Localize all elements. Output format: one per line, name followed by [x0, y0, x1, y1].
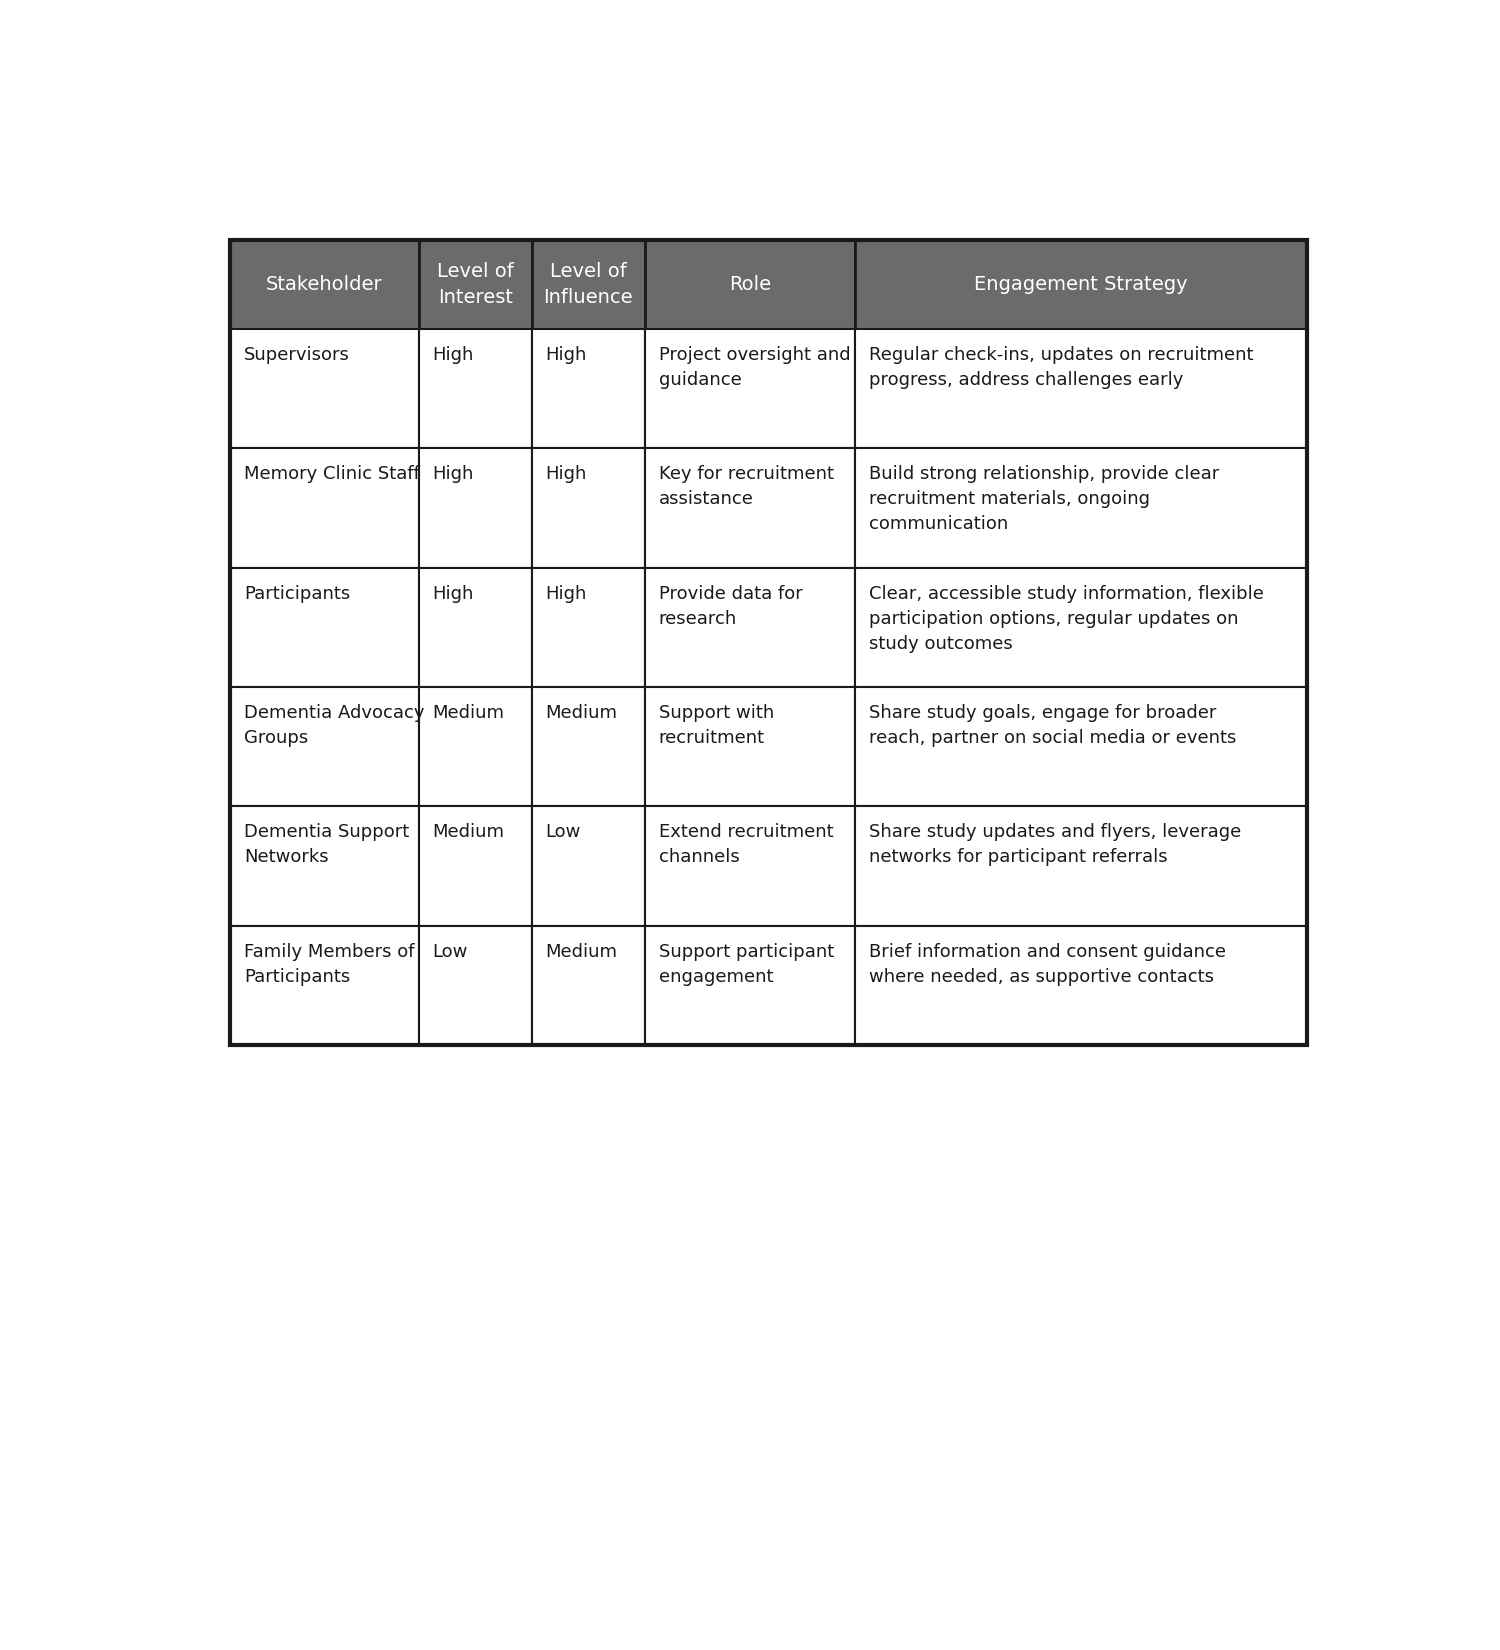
Bar: [419, 686, 532, 807]
Bar: [230, 241, 1308, 1044]
Text: Medium: Medium: [546, 705, 618, 723]
Text: High: High: [546, 465, 586, 483]
Text: Provide data for
research: Provide data for research: [658, 584, 802, 627]
Bar: [855, 241, 1308, 328]
Bar: [855, 686, 1308, 807]
Bar: [419, 568, 532, 686]
Text: High: High: [546, 584, 586, 602]
Text: Low: Low: [432, 942, 468, 960]
Bar: [532, 449, 645, 568]
Text: Level of
Interest: Level of Interest: [436, 262, 513, 307]
Text: Dementia Advocacy
Groups: Dementia Advocacy Groups: [244, 705, 424, 747]
Bar: [419, 449, 532, 568]
Text: Memory Clinic Staff: Memory Clinic Staff: [244, 465, 420, 483]
Bar: [645, 926, 855, 1044]
Text: Support participant
engagement: Support participant engagement: [658, 942, 834, 985]
Text: High: High: [432, 584, 474, 602]
Bar: [855, 449, 1308, 568]
Bar: [419, 926, 532, 1044]
Bar: [532, 926, 645, 1044]
Text: Project oversight and
guidance: Project oversight and guidance: [658, 346, 850, 389]
Text: High: High: [432, 346, 474, 365]
Text: Extend recruitment
channels: Extend recruitment channels: [658, 823, 834, 866]
Text: Clear, accessible study information, flexible
participation options, regular upd: Clear, accessible study information, fle…: [868, 584, 1264, 652]
Text: Role: Role: [729, 276, 771, 294]
Bar: [645, 449, 855, 568]
Text: Share study goals, engage for broader
reach, partner on social media or events: Share study goals, engage for broader re…: [868, 705, 1236, 747]
Bar: [645, 241, 855, 328]
Text: Build strong relationship, provide clear
recruitment materials, ongoing
communic: Build strong relationship, provide clear…: [868, 465, 1220, 533]
Text: Medium: Medium: [432, 823, 504, 842]
Bar: [532, 807, 645, 926]
Text: Low: Low: [546, 823, 580, 842]
Bar: [230, 686, 419, 807]
Bar: [230, 807, 419, 926]
Bar: [645, 807, 855, 926]
Text: Stakeholder: Stakeholder: [266, 276, 382, 294]
Text: Share study updates and flyers, leverage
networks for participant referrals: Share study updates and flyers, leverage…: [868, 823, 1240, 866]
Bar: [532, 686, 645, 807]
Bar: [230, 449, 419, 568]
Text: Brief information and consent guidance
where needed, as supportive contacts: Brief information and consent guidance w…: [868, 942, 1226, 985]
Text: Support with
recruitment: Support with recruitment: [658, 705, 774, 747]
Text: Key for recruitment
assistance: Key for recruitment assistance: [658, 465, 834, 508]
Bar: [855, 568, 1308, 686]
Bar: [855, 926, 1308, 1044]
Bar: [855, 807, 1308, 926]
Bar: [855, 328, 1308, 449]
Bar: [230, 241, 419, 328]
Text: Dementia Support
Networks: Dementia Support Networks: [244, 823, 410, 866]
Text: Engagement Strategy: Engagement Strategy: [975, 276, 1188, 294]
Bar: [419, 807, 532, 926]
Bar: [532, 328, 645, 449]
Text: Medium: Medium: [546, 942, 618, 960]
Text: Regular check-ins, updates on recruitment
progress, address challenges early: Regular check-ins, updates on recruitmen…: [868, 346, 1254, 389]
Bar: [645, 568, 855, 686]
Bar: [230, 328, 419, 449]
Bar: [532, 568, 645, 686]
Text: Level of
Influence: Level of Influence: [543, 262, 633, 307]
Text: Participants: Participants: [244, 584, 351, 602]
Bar: [645, 328, 855, 449]
Text: High: High: [432, 465, 474, 483]
Text: Family Members of
Participants: Family Members of Participants: [244, 942, 414, 985]
Bar: [230, 568, 419, 686]
Text: Supervisors: Supervisors: [244, 346, 350, 365]
Bar: [419, 328, 532, 449]
Bar: [419, 241, 532, 328]
Bar: [645, 686, 855, 807]
Bar: [230, 926, 419, 1044]
Bar: [532, 241, 645, 328]
Text: Medium: Medium: [432, 705, 504, 723]
Text: High: High: [546, 346, 586, 365]
